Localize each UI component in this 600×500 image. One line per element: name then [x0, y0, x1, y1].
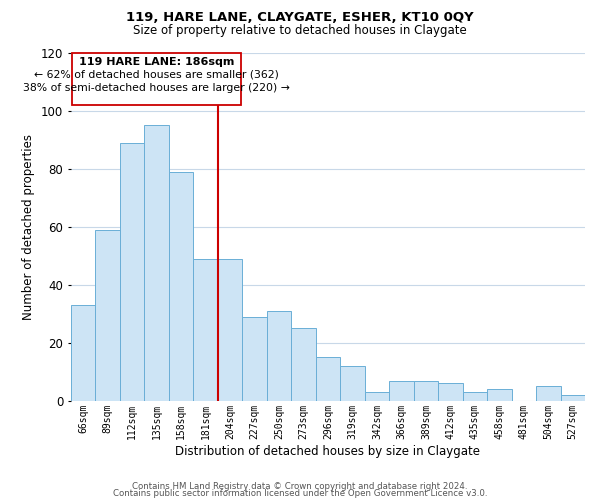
Bar	[463, 392, 487, 401]
Bar	[95, 230, 120, 401]
Bar	[267, 311, 291, 401]
Bar	[242, 316, 267, 401]
X-axis label: Distribution of detached houses by size in Claygate: Distribution of detached houses by size …	[175, 444, 481, 458]
Bar	[560, 395, 585, 401]
Text: ← 62% of detached houses are smaller (362): ← 62% of detached houses are smaller (36…	[34, 70, 279, 80]
Bar	[536, 386, 560, 401]
Text: 38% of semi-detached houses are larger (220) →: 38% of semi-detached houses are larger (…	[23, 83, 290, 93]
Text: Size of property relative to detached houses in Claygate: Size of property relative to detached ho…	[133, 24, 467, 37]
Bar	[291, 328, 316, 401]
Bar	[340, 366, 365, 401]
Text: 119 HARE LANE: 186sqm: 119 HARE LANE: 186sqm	[79, 57, 235, 67]
Bar	[487, 390, 512, 401]
Y-axis label: Number of detached properties: Number of detached properties	[22, 134, 35, 320]
Text: 119, HARE LANE, CLAYGATE, ESHER, KT10 0QY: 119, HARE LANE, CLAYGATE, ESHER, KT10 0Q…	[126, 11, 474, 24]
Text: Contains public sector information licensed under the Open Government Licence v3: Contains public sector information licen…	[113, 489, 487, 498]
Bar	[145, 125, 169, 401]
Bar	[169, 172, 193, 401]
Text: Contains HM Land Registry data © Crown copyright and database right 2024.: Contains HM Land Registry data © Crown c…	[132, 482, 468, 491]
Bar	[218, 258, 242, 401]
Bar	[316, 358, 340, 401]
Bar	[389, 380, 413, 401]
Bar	[365, 392, 389, 401]
Bar	[72, 52, 241, 105]
Bar	[413, 380, 438, 401]
Bar	[193, 258, 218, 401]
Bar	[120, 142, 145, 401]
Bar	[438, 384, 463, 401]
Bar	[71, 305, 95, 401]
